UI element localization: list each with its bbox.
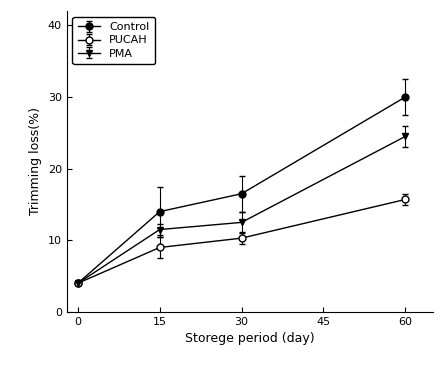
X-axis label: Storege period (day): Storege period (day) bbox=[185, 333, 314, 345]
Y-axis label: Trimming loss(%): Trimming loss(%) bbox=[29, 108, 42, 215]
Legend: Control, PUCAH, PMA: Control, PUCAH, PMA bbox=[72, 17, 155, 64]
